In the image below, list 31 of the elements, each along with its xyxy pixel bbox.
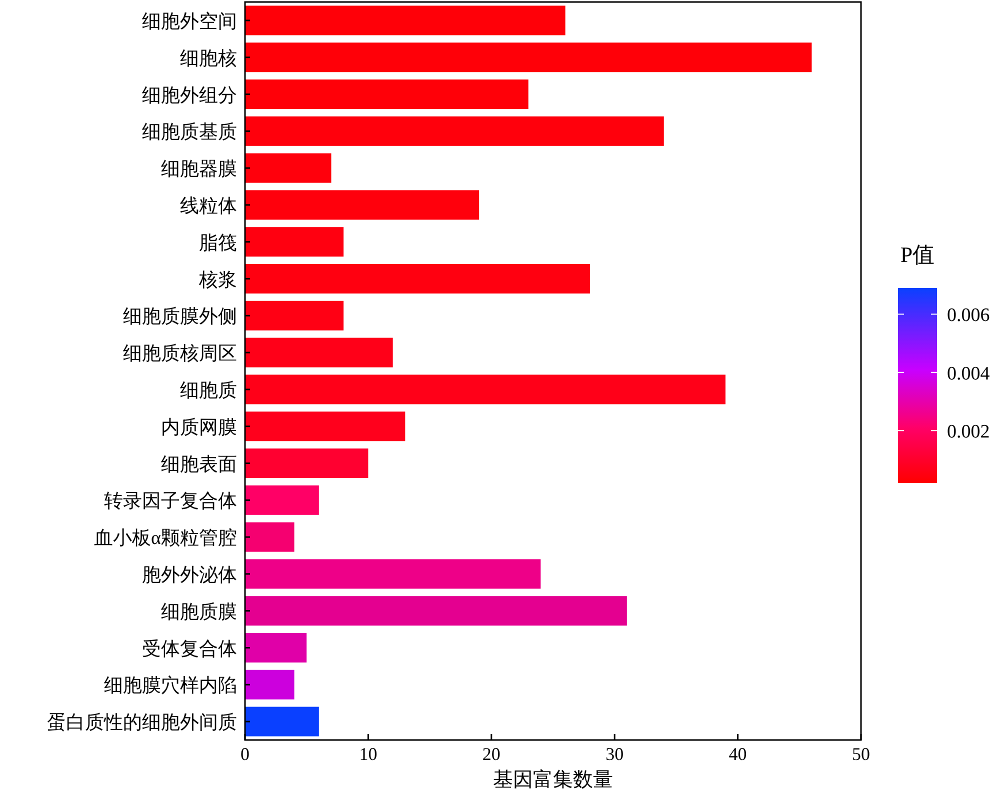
y-tick-label: 细胞质核周区	[123, 344, 237, 365]
color-bar-label: 0.006	[947, 305, 990, 326]
color-bar-title: P值	[900, 242, 935, 267]
y-tick-label: 细胞质	[180, 380, 237, 402]
y-tick-label: 细胞器膜	[161, 159, 237, 180]
y-tick-label: 蛋白质性的细胞外间质	[47, 712, 237, 734]
y-tick-label: 细胞核	[180, 48, 237, 70]
y-tick-label: 受体复合体	[142, 638, 237, 660]
color-bar-label: 0.004	[947, 363, 990, 384]
y-tick-label: 血小板α颗粒管腔	[94, 528, 237, 550]
y-tick-label: 核浆	[198, 270, 237, 291]
y-tick-label: 转录因子复合体	[104, 491, 237, 512]
x-tick-label: 30	[606, 744, 624, 764]
y-tick-label: 脂筏	[199, 232, 237, 254]
x-tick-label: 20	[482, 744, 500, 764]
y-tick-label: 线粒体	[180, 196, 237, 217]
y-tick-label: 细胞膜穴样内陷	[104, 674, 237, 697]
y-tick-label: 细胞质基质	[142, 122, 237, 144]
x-tick-label: 10	[359, 744, 378, 764]
x-tick-label: 50	[852, 744, 870, 764]
y-tick-label: 细胞质膜外侧	[123, 306, 237, 328]
y-tick-label: 细胞外空间	[142, 10, 237, 32]
y-tick-label: 内质网膜	[161, 417, 237, 438]
x-axis-title: 基因富集数量	[493, 768, 613, 791]
y-tick-label: 细胞外组分	[142, 85, 237, 106]
x-tick-label: 0	[240, 744, 250, 764]
y-tick-label: 细胞质膜	[161, 602, 237, 623]
y-tick-label: 细胞表面	[161, 454, 237, 476]
color-bar-label: 0.002	[947, 422, 990, 443]
y-tick-label: 胞外外泌体	[142, 564, 237, 586]
x-tick-label: 40	[728, 744, 747, 764]
